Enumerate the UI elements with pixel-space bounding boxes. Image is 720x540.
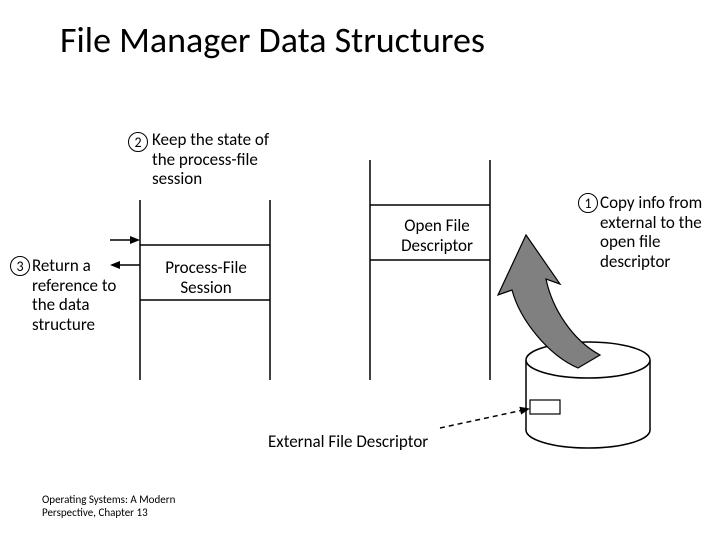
pfs-line1: Process-File (165, 257, 247, 278)
external-descriptor-rect (530, 400, 560, 414)
ofd-line2: Descriptor (401, 235, 473, 256)
curved-copy-arrow (498, 235, 600, 368)
callout-3-text: Return a reference to the data structure (32, 256, 137, 334)
callout-1-text: Copy info from external to the open file… (600, 193, 715, 271)
callout-3-number: 3 (10, 256, 30, 276)
callout-2-number: 2 (128, 132, 148, 152)
external-file-descriptor-label: External File Descriptor (268, 432, 428, 452)
footer-line1: Operating Systems: A Modern (42, 493, 175, 506)
external-descriptor-dashed-arrow (440, 409, 528, 428)
footer-citation: Operating Systems: A Modern Perspective,… (42, 494, 175, 519)
callout-1-number: 1 (578, 193, 598, 213)
open-file-descriptor-table (370, 160, 490, 380)
pfs-line2: Session (180, 277, 231, 298)
open-file-descriptor-label: Open File Descriptor (392, 216, 482, 255)
ofd-line1: Open File (404, 215, 470, 236)
callout-2-text: Keep the state of the process-file sessi… (152, 130, 282, 189)
process-file-session-label: Process-File Session (156, 258, 256, 297)
footer-line2: Perspective, Chapter 13 (42, 506, 148, 519)
